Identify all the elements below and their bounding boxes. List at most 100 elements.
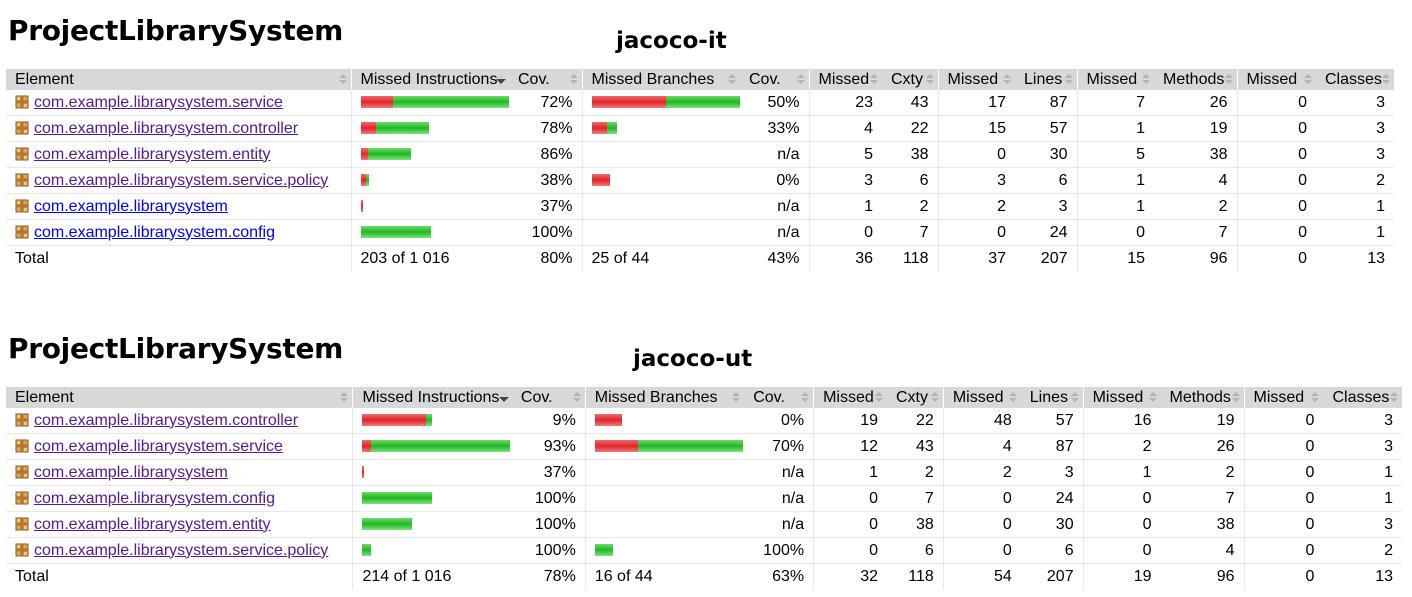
complexity-missed: 19 bbox=[813, 408, 887, 434]
coverage-table: Element Missed Instructions Cov. Missed Bra… bbox=[6, 387, 1402, 590]
header-complexity[interactable]: Cxty bbox=[882, 69, 938, 90]
missed-branches-cell bbox=[581, 90, 740, 116]
report-tag: jacoco-ut bbox=[633, 346, 753, 372]
header-missed-branches[interactable]: Missed Branches bbox=[584, 387, 745, 408]
package-link[interactable]: com.example.librarysystem bbox=[34, 463, 228, 481]
total-instructions-coverage: 78% bbox=[543, 568, 576, 585]
header-missed-instructions[interactable]: Missed Instructions bbox=[352, 387, 512, 408]
branches-coverage-bar bbox=[591, 96, 740, 109]
table-row: com.example.librarysystem.service 72% 50% 2… bbox=[6, 90, 1394, 116]
complexity: 2 bbox=[887, 459, 944, 486]
methods-missed: 2 bbox=[1082, 433, 1161, 460]
missed-branches-cell bbox=[584, 459, 745, 486]
header-classes[interactable]: Classes bbox=[1323, 387, 1402, 408]
methods-missed: 0 bbox=[1082, 537, 1161, 564]
branches-coverage-bar bbox=[594, 544, 613, 557]
total-complexity: 118 bbox=[908, 568, 934, 585]
package-icon bbox=[15, 517, 29, 530]
complexity: 22 bbox=[887, 408, 944, 434]
header-methods[interactable]: Methods bbox=[1160, 387, 1244, 408]
instructions-coverage: 37% bbox=[511, 459, 586, 486]
total-classes-missed: 0 bbox=[1236, 245, 1316, 272]
sort-icon bbox=[572, 392, 581, 403]
table-row: com.example.librarysystem.service.policy… bbox=[6, 537, 1402, 564]
sort-icon bbox=[801, 392, 810, 403]
package-link[interactable]: com.example.librarysystem.config bbox=[34, 223, 275, 241]
missed-instructions-cell bbox=[350, 115, 509, 142]
package-link[interactable]: com.example.librarysystem.service.policy bbox=[34, 171, 329, 189]
total-methods-missed: 19 bbox=[1082, 563, 1161, 590]
header-methods[interactable]: Methods bbox=[1154, 69, 1237, 90]
sort-icon bbox=[498, 392, 509, 403]
methods-total: 2 bbox=[1154, 193, 1237, 220]
missed-segment bbox=[591, 174, 610, 187]
lines-total: 30 bbox=[1020, 511, 1084, 538]
header-classes-missed[interactable]: Missed bbox=[1243, 387, 1324, 408]
package-icon bbox=[15, 121, 29, 134]
header-missed-instructions[interactable]: Missed Instructions bbox=[350, 69, 509, 90]
lines-missed: 15 bbox=[937, 115, 1015, 142]
element-cell: com.example.librarysystem.entity bbox=[6, 511, 353, 538]
total-missed-instructions: 203 of 1 016 bbox=[350, 245, 509, 272]
complexity-missed: 3 bbox=[808, 167, 882, 194]
header-label: Missed bbox=[1086, 70, 1138, 88]
package-icon bbox=[15, 199, 29, 212]
package-link[interactable]: com.example.librarysystem.entity bbox=[34, 145, 271, 163]
header-methods-missed[interactable]: Missed bbox=[1076, 69, 1154, 90]
lines-missed: 4 bbox=[942, 433, 1021, 460]
lines-missed: 48 bbox=[942, 408, 1021, 434]
lines-total: 24 bbox=[1015, 219, 1077, 246]
header-classes[interactable]: Classes bbox=[1316, 69, 1394, 90]
header-classes-missed[interactable]: Missed bbox=[1236, 69, 1316, 90]
header-branches-coverage[interactable]: Cov. bbox=[740, 69, 809, 90]
header-missed-branches[interactable]: Missed Branches bbox=[581, 69, 740, 90]
header-instructions-coverage[interactable]: Cov. bbox=[509, 69, 582, 90]
missed-instructions-cell bbox=[352, 408, 512, 434]
branches-coverage: 50% bbox=[740, 90, 809, 116]
header-element[interactable]: Element bbox=[6, 69, 351, 90]
sort-icon bbox=[728, 74, 736, 85]
package-link[interactable]: com.example.librarysystem bbox=[34, 197, 228, 215]
complexity: 22 bbox=[882, 115, 938, 142]
header-lines[interactable]: Lines bbox=[1015, 69, 1077, 90]
covered-segment bbox=[392, 96, 509, 109]
header-complexity[interactable]: Cxty bbox=[887, 387, 944, 408]
sort-icon bbox=[1142, 74, 1150, 85]
header-complexity-missed[interactable]: Missed bbox=[813, 387, 887, 408]
total-methods: 96 bbox=[1216, 568, 1235, 585]
sort-icon bbox=[1231, 392, 1240, 403]
header-branches-coverage[interactable]: Cov. bbox=[744, 387, 814, 408]
header-label: Cov. bbox=[518, 70, 550, 88]
methods-missed: 1 bbox=[1082, 459, 1161, 486]
methods-total: 4 bbox=[1154, 167, 1237, 194]
header-lines[interactable]: Lines bbox=[1020, 387, 1084, 408]
package-link[interactable]: com.example.librarysystem.config bbox=[34, 489, 275, 507]
header-instructions-coverage[interactable]: Cov. bbox=[511, 387, 586, 408]
methods-missed: 7 bbox=[1076, 90, 1154, 116]
header-complexity-missed[interactable]: Missed bbox=[808, 69, 882, 90]
complexity-missed: 0 bbox=[813, 485, 887, 512]
classes-missed: 0 bbox=[1243, 511, 1324, 538]
package-link[interactable]: com.example.librarysystem.entity bbox=[34, 515, 271, 533]
complexity-missed: 1 bbox=[808, 193, 882, 220]
package-link[interactable]: com.example.librarysystem.service bbox=[34, 93, 283, 111]
covered-segment bbox=[371, 440, 511, 453]
missed-instructions-cell bbox=[352, 537, 512, 564]
covered-segment bbox=[360, 226, 431, 239]
package-link[interactable]: com.example.librarysystem.service bbox=[34, 437, 283, 455]
package-icon bbox=[15, 413, 29, 426]
branches-coverage: n/a bbox=[740, 193, 809, 220]
package-link[interactable]: com.example.librarysystem.service.policy bbox=[34, 541, 329, 559]
header-element[interactable]: Element bbox=[6, 387, 353, 408]
header-methods-missed[interactable]: Missed bbox=[1082, 387, 1161, 408]
methods-missed: 1 bbox=[1076, 193, 1154, 220]
total-lines: 207 bbox=[1040, 250, 1068, 267]
header-lines-missed[interactable]: Missed bbox=[937, 69, 1015, 90]
package-link[interactable]: com.example.librarysystem.controller bbox=[34, 119, 299, 137]
total-lines-missed: 54 bbox=[942, 563, 1021, 590]
package-link[interactable]: com.example.librarysystem.controller bbox=[34, 411, 299, 429]
sort-icon bbox=[1311, 392, 1320, 403]
sort-icon bbox=[1390, 392, 1398, 403]
missed-instructions-cell bbox=[350, 141, 509, 168]
header-lines-missed[interactable]: Missed bbox=[942, 387, 1021, 408]
